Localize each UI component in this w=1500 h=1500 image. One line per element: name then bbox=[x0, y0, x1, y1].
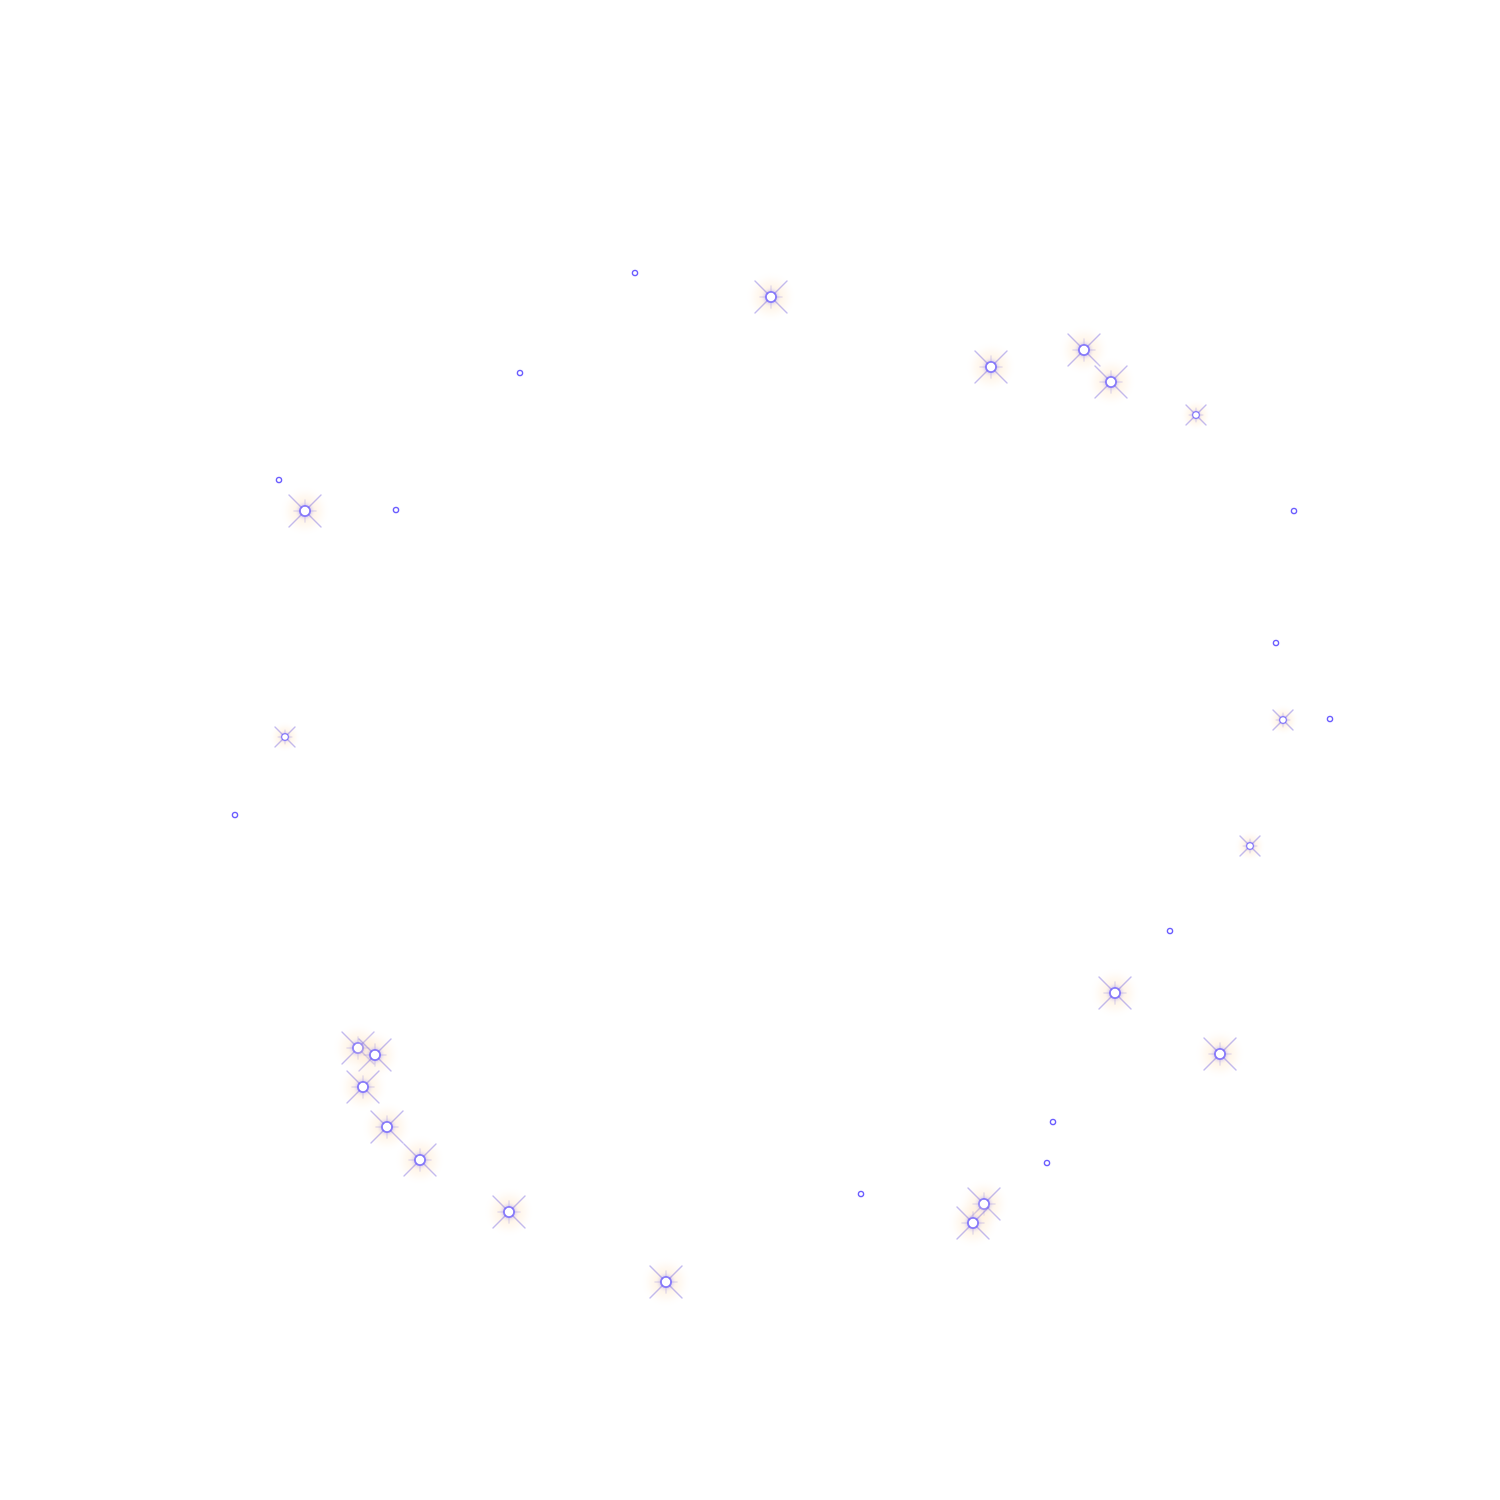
sparkle-large bbox=[965, 341, 1017, 393]
sparkle-small bbox=[1325, 714, 1335, 724]
sparkle-small bbox=[230, 810, 240, 820]
sparkle-small bbox=[856, 1189, 866, 1199]
sparkle-large bbox=[745, 271, 797, 323]
sparkle-large bbox=[394, 1134, 446, 1186]
sparkle-large bbox=[337, 1061, 389, 1113]
sparkle-large bbox=[1194, 1028, 1246, 1080]
sparkle-medium bbox=[269, 721, 301, 753]
sparkle-small bbox=[1048, 1117, 1058, 1127]
sparkle-medium bbox=[1180, 399, 1212, 431]
sparkle-large bbox=[640, 1256, 692, 1308]
sparkle-large bbox=[947, 1197, 999, 1249]
sparkle-layer bbox=[230, 268, 1335, 1308]
sparkle-small bbox=[1271, 638, 1281, 648]
sparkle-large bbox=[361, 1101, 413, 1153]
sparkle-small bbox=[274, 475, 284, 485]
sparkle-medium bbox=[1267, 704, 1299, 736]
sparkle-small bbox=[1042, 1158, 1052, 1168]
sparkle-large bbox=[1085, 356, 1137, 408]
sparkle-small bbox=[391, 505, 401, 515]
sparkle-large bbox=[483, 1186, 535, 1238]
sparkle-small bbox=[1289, 506, 1299, 516]
sparkle-small bbox=[515, 368, 525, 378]
sparkle-large bbox=[279, 485, 331, 537]
sparkle-small bbox=[630, 268, 640, 278]
sparkle-large bbox=[1089, 967, 1141, 1019]
sparkle-medium bbox=[1234, 830, 1266, 862]
sparkle-small bbox=[1165, 926, 1175, 936]
